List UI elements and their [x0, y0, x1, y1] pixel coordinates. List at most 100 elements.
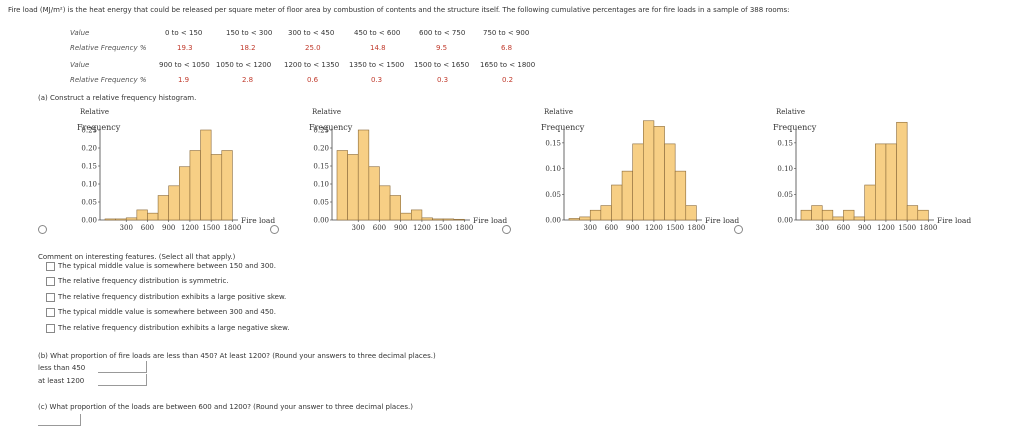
cell: 25.0 [305, 44, 321, 52]
y-tick-label: 0.15 [545, 139, 561, 147]
cell: 600 to < 750 [419, 29, 466, 37]
y-tick-label: 0.10 [313, 181, 329, 189]
cell: 0 to < 150 [165, 29, 203, 37]
cell: 0.3 [371, 76, 383, 84]
option-checkbox-5[interactable] [46, 324, 55, 333]
cell: 300 to < 450 [288, 29, 335, 37]
option-checkbox-3[interactable] [46, 293, 55, 302]
value-label: Value [70, 29, 90, 37]
x-tick-label: 300 [120, 224, 133, 232]
option-checkbox-1[interactable] [46, 262, 55, 271]
x-tick-label: 1200 [645, 224, 663, 232]
y-axis-label: Frequency [309, 123, 353, 132]
part-b-text: (b) What proportion of fire loads are le… [38, 352, 436, 360]
x-tick-label: 300 [584, 224, 597, 232]
y-tick-label: 0.20 [313, 145, 329, 153]
part-a-text: (a) Construct a relative frequency histo… [38, 94, 197, 102]
cell: 1500 to < 1650 [414, 61, 470, 69]
at-least-label: at least 1200 [38, 377, 85, 385]
option-checkbox-4[interactable] [46, 308, 55, 317]
cell: 1200 to < 1350 [284, 61, 340, 69]
part-c-text: (c) What proportion of the loads are bet… [38, 403, 413, 411]
histogram-bar [853, 216, 865, 221]
cell: 19.3 [177, 44, 193, 52]
x-tick-label: 1500 [666, 224, 684, 232]
x-tick-label: 600 [837, 224, 850, 232]
x-axis-label: Fire load [241, 216, 276, 225]
x-tick-label: 600 [373, 224, 386, 232]
y-tick-label: 0.15 [777, 139, 793, 147]
x-tick-label: 900 [162, 224, 175, 232]
less-than-label: less than 450 [38, 364, 86, 372]
histogram-bar [411, 209, 423, 221]
y-tick-label: 0.10 [81, 181, 97, 189]
histogram-bar [221, 150, 233, 221]
x-tick-label: 1800 [455, 224, 473, 232]
intro-text: Fire load (MJ/m²) is the heat energy tha… [8, 6, 790, 14]
x-tick-label: 1800 [687, 224, 705, 232]
x-tick-label: 1500 [202, 224, 220, 232]
y-tick-label: 0.25 [81, 127, 97, 135]
cell: 0.2 [502, 76, 514, 84]
x-axis-label: Fire load [473, 216, 508, 225]
option-label-5: The relative frequency distribution exhi… [58, 324, 290, 332]
histogram-bar [389, 195, 401, 221]
y-tick-label: 0.10 [777, 165, 793, 173]
histogram-bar [906, 205, 919, 221]
less-than-input[interactable] [98, 361, 147, 373]
y-axis-label: Relative [544, 108, 573, 116]
cell: 18.2 [240, 44, 256, 52]
y-tick-label: 0.00 [545, 217, 561, 225]
y-axis-label: Frequency [773, 123, 817, 132]
y-tick-label: 0.05 [777, 191, 793, 199]
option-checkbox-2[interactable] [46, 277, 55, 286]
x-tick-label: 900 [394, 224, 407, 232]
cell: 0.6 [307, 76, 319, 84]
histogram-radio-1[interactable] [38, 225, 47, 234]
y-tick-label: 0.25 [313, 127, 329, 135]
x-tick-label: 1800 [919, 224, 937, 232]
option-label-2: The relative frequency distribution is s… [58, 277, 229, 285]
cell: 450 to < 600 [354, 29, 401, 37]
cell: 1.9 [178, 76, 190, 84]
x-tick-label: 1200 [877, 224, 895, 232]
at-least-input[interactable] [98, 374, 147, 386]
cell: 14.8 [370, 44, 386, 52]
y-tick-label: 0.00 [313, 217, 329, 225]
x-tick-label: 300 [352, 224, 365, 232]
y-tick-label: 0.10 [545, 165, 561, 173]
histogram-bar [800, 209, 812, 221]
histogram-bar [453, 218, 465, 221]
histogram-radio-3[interactable] [502, 225, 511, 234]
x-tick-label: 1200 [413, 224, 431, 232]
histogram-bar [843, 209, 855, 221]
y-axis-label: Relative [312, 108, 341, 116]
y-axis-label: Frequency [541, 123, 585, 132]
histogram-bar [917, 209, 929, 221]
histogram-bar [685, 205, 697, 221]
y-tick-label: 0.20 [81, 145, 97, 153]
cell: 1650 to < 1800 [480, 61, 536, 69]
y-tick-label: 0.15 [81, 163, 97, 171]
cell: 6.8 [501, 44, 513, 52]
y-tick-label: 0.05 [545, 191, 561, 199]
comment-title: Comment on interesting features. (Select… [38, 253, 236, 261]
x-tick-label: 600 [141, 224, 154, 232]
x-tick-label: 1500 [898, 224, 916, 232]
histogram-radio-2[interactable] [270, 225, 279, 234]
x-axis-label: Fire load [937, 216, 972, 225]
y-tick-label: 0.15 [313, 163, 329, 171]
y-tick-label: 0.05 [81, 199, 97, 207]
x-tick-label: 300 [816, 224, 829, 232]
y-axis-label: Frequency [77, 123, 121, 132]
x-tick-label: 1200 [181, 224, 199, 232]
cell: 2.8 [242, 76, 254, 84]
x-tick-label: 900 [858, 224, 871, 232]
histogram-radio-4[interactable] [734, 225, 743, 234]
value-label-2: Value [70, 61, 90, 69]
histogram-bar [811, 205, 823, 221]
y-axis-label: Relative [80, 108, 109, 116]
part-c-input[interactable] [38, 414, 81, 426]
